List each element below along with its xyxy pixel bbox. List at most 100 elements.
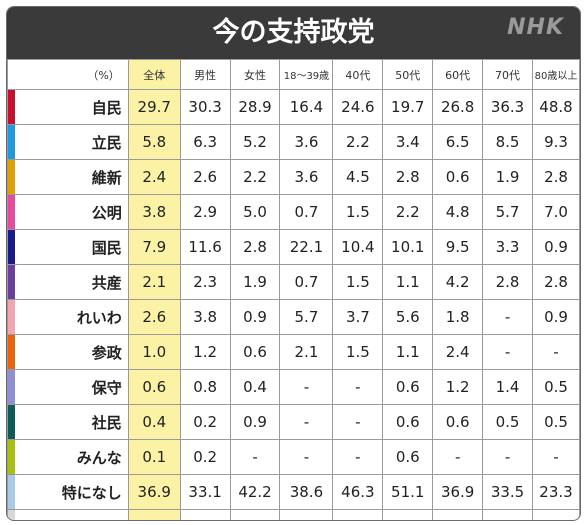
value-cell: 1.2: [432, 369, 484, 405]
value-cell: 36.3: [482, 89, 533, 125]
value-cell: 3.6: [279, 124, 334, 160]
table-row: 保守 0.6 0.8 0.4- -0.6 1.2 1.4 0.5: [7, 369, 580, 405]
party-color-swatch: [8, 510, 15, 520]
table-row: 立民 5.8 6.3 5.2 3.6 2.2 3.4 6.5 8.5 9.3: [7, 124, 580, 160]
value-cell: 38.6: [279, 474, 334, 510]
value-cell: 0.7: [279, 194, 334, 230]
overall-value: 1.0: [127, 334, 181, 370]
value-cell: 4.8: [432, 194, 484, 230]
value-cell: 5.7: [279, 299, 334, 335]
party-name: 共産: [7, 264, 129, 300]
party-color-swatch: [8, 90, 15, 124]
value-cell: 2.2: [382, 194, 434, 230]
value-cell: -: [279, 404, 334, 440]
value-cell: 42.2: [229, 474, 281, 510]
value-cell: 3.7: [332, 299, 384, 335]
column-header: 40代: [332, 59, 384, 90]
value-cell: -: [531, 439, 580, 475]
value-cell: 51.1: [382, 474, 434, 510]
value-cell: 6.5: [432, 124, 484, 160]
value-cell: -: [229, 439, 281, 475]
value-cell: 1.8: [432, 299, 484, 335]
value-cell: 26.8: [432, 89, 484, 125]
party-color-swatch: [8, 160, 15, 194]
value-cell: 9.3: [531, 124, 580, 160]
overall-value: 36.9: [127, 474, 181, 510]
nhk-logo: NHK: [507, 15, 564, 40]
overall-value: 2.4: [127, 159, 181, 195]
value-cell: 2.2: [332, 124, 384, 160]
value-cell: 19.7: [382, 89, 434, 125]
value-cell: 23.3: [531, 474, 580, 510]
value-cell: 1.9: [229, 264, 281, 300]
table-row: みんな 0.1 0.2- - -0.6- - -: [7, 439, 580, 475]
value-cell: 1.1: [382, 264, 434, 300]
party-label: 公明: [91, 203, 122, 222]
value-cell: 1.9: [482, 159, 533, 195]
value-cell: 1.1: [382, 509, 434, 520]
overall-value: 29.7: [127, 89, 181, 125]
value-cell: 24.6: [332, 89, 384, 125]
party-color-swatch: [8, 195, 15, 229]
value-cell: 33.1: [179, 474, 231, 510]
value-cell: 46.3: [332, 474, 384, 510]
party-name: 国民: [7, 229, 129, 265]
value-cell: 4.8: [432, 509, 484, 520]
value-cell: 7.0: [531, 194, 580, 230]
party-name: 特になし: [7, 474, 129, 510]
value-cell: 2.1: [279, 334, 334, 370]
party-name: みんな: [7, 439, 129, 475]
support-table: （%） 全体 男性 女性 18〜39歳 40代 50代 60代 70代 80歳以上 自民 29.7 30…: [7, 59, 580, 520]
value-cell: 0.2: [179, 404, 231, 440]
column-header: 女性: [229, 59, 281, 90]
value-cell: 6.1: [482, 509, 533, 520]
party-label: 立民: [91, 133, 122, 152]
party-label: 国民: [91, 238, 122, 257]
table-row: 公明 3.8 2.9 5.0 0.7 1.5 2.2 4.8 5.7 7.0: [7, 194, 580, 230]
value-cell: -: [279, 369, 334, 405]
value-cell: 3.8: [179, 299, 231, 335]
party-color-swatch: [8, 300, 15, 334]
value-cell: 2.3: [179, 264, 231, 300]
overall-value: 0.1: [127, 439, 181, 475]
value-cell: 0.4: [229, 369, 281, 405]
table-row: 社民 0.4 0.2 0.9- -0.6 0.6 0.5 0.5: [7, 404, 580, 440]
overall-value: 3.8: [127, 194, 181, 230]
overall-value: 7.9: [127, 229, 181, 265]
value-cell: 1.2: [179, 334, 231, 370]
party-label: 特になし: [61, 483, 122, 502]
value-cell: 3.7: [332, 509, 384, 520]
party-name: わからない・無回答: [7, 509, 129, 520]
value-cell: 0.6: [382, 369, 434, 405]
value-cell: 2.8: [229, 229, 281, 265]
unit-label: （%）: [7, 59, 129, 90]
value-cell: 2.4: [432, 334, 484, 370]
value-cell: -: [332, 439, 384, 475]
column-header: 全体: [127, 59, 181, 90]
value-cell: 2.9: [179, 194, 231, 230]
value-cell: 0.9: [531, 299, 580, 335]
value-cell: 0.9: [531, 229, 580, 265]
value-cell: 2.6: [179, 159, 231, 195]
column-header: 80歳以上: [531, 59, 580, 90]
party-color-swatch: [8, 335, 15, 369]
party-color-swatch: [8, 230, 15, 264]
value-cell: 2.8: [382, 159, 434, 195]
party-name: 保守: [7, 369, 129, 405]
party-label: 保守: [91, 378, 122, 397]
value-cell: -: [279, 439, 334, 475]
value-cell: 30.3: [179, 89, 231, 125]
value-cell: 33.5: [482, 474, 533, 510]
value-cell: 1.4: [482, 369, 533, 405]
value-cell: 0.6: [432, 404, 484, 440]
party-name: 維新: [7, 159, 129, 195]
value-cell: 6.3: [179, 124, 231, 160]
party-name: 社民: [7, 404, 129, 440]
value-cell: 9.5: [432, 229, 484, 265]
value-cell: 28.9: [229, 89, 281, 125]
value-cell: 0.5: [531, 369, 580, 405]
value-cell: 36.9: [432, 474, 484, 510]
value-cell: 5.6: [382, 299, 434, 335]
value-cell: 0.5: [531, 404, 580, 440]
value-cell: 0.8: [179, 369, 231, 405]
